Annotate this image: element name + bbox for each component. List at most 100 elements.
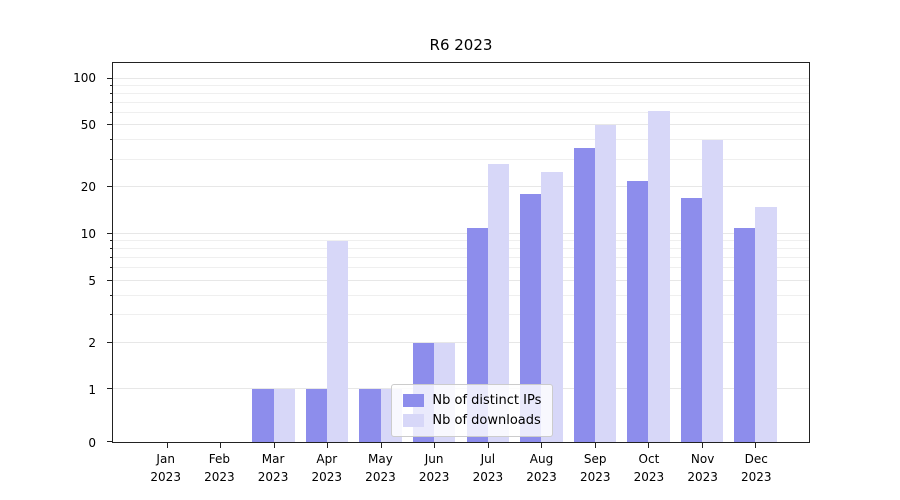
x-tick-label-jan: Jan 2023 [150, 450, 181, 486]
x-label-month-jul: Jul [480, 452, 496, 466]
x-label-month-apr: Apr [316, 452, 338, 466]
x-axis: Jan 2023 Feb 2023 Mar 2023 Apr 2023 May 2023 Jun 20… [112, 450, 810, 490]
y-tick-label-10: 10 [80, 226, 96, 241]
x-tick-mar [273, 442, 275, 448]
x-tick-may [380, 442, 382, 448]
gridline-2 [113, 341, 809, 343]
y-tick-label-50: 50 [80, 117, 96, 132]
x-label-year-jun: 2023 [418, 470, 450, 484]
x-label-year-oct: 2023 [633, 470, 665, 484]
y-tick-100 [107, 77, 113, 79]
x-label-month-aug: Aug [529, 452, 554, 466]
bar-distinct-ips-apr [305, 389, 328, 442]
gridline-minor-7 [113, 257, 809, 258]
gridline-minor-6 [113, 267, 809, 269]
y-tick-5 [107, 279, 113, 281]
x-label-year-nov: 2023 [687, 470, 718, 484]
x-label-month-may: May [368, 452, 393, 466]
plot-area: Nb of distinct IPs Nb of downloads [107, 62, 810, 448]
x-tick-jan [166, 442, 168, 448]
x-label-year-feb: 2023 [204, 470, 235, 484]
x-tick-label-apr: Apr 2023 [311, 450, 342, 486]
bar-distinct-ips-sep [573, 147, 595, 442]
x-tick-sep [594, 442, 596, 448]
legend: Nb of distinct IPs Nb of downloads [391, 384, 554, 437]
y-minor-tick-80 [110, 92, 113, 94]
legend-item-downloads: Nb of downloads [403, 413, 541, 428]
bar-distinct-ips-oct [627, 180, 649, 442]
legend-label-distinct-ips: Nb of distinct IPs [432, 393, 542, 408]
gridline-minor-9 [113, 240, 809, 242]
bar-distinct-ips-may [359, 389, 381, 442]
x-label-year-jan: 2023 [150, 470, 181, 484]
y-minor-tick-4 [110, 294, 113, 296]
x-tick-label-may: May 2023 [365, 450, 396, 486]
bar-downloads-oct [648, 110, 670, 442]
y-minor-tick-70 [110, 101, 113, 103]
y-minor-tick-30 [110, 158, 113, 160]
y-minor-tick-3 [110, 314, 113, 316]
x-label-year-jul: 2023 [472, 470, 504, 484]
y-tick-20 [107, 186, 113, 188]
x-tick-label-sep: Sep 2023 [580, 450, 611, 486]
y-minor-tick-6 [110, 267, 113, 269]
gridline-minor-8 [113, 248, 809, 249]
legend-label-downloads: Nb of downloads [432, 413, 541, 428]
legend-swatch-downloads [403, 414, 425, 427]
y-tick-10 [107, 232, 113, 234]
y-tick-label-100: 100 [73, 70, 96, 85]
y-tick-label-0: 0 [88, 436, 96, 450]
x-label-year-may: 2023 [365, 470, 396, 484]
x-label-month-oct: Oct [638, 452, 660, 466]
y-axis: 0 1 2 5 10 20 50 100 [0, 62, 104, 450]
y-tick-label-20: 20 [80, 179, 96, 194]
legend-item-distinct-ips: Nb of distinct IPs [403, 393, 541, 408]
bar-downloads-jul [487, 164, 509, 442]
x-label-month-mar: Mar [261, 452, 285, 466]
x-tick-jul [487, 442, 489, 448]
bar-downloads-apr [327, 241, 349, 442]
x-tick-jun [434, 442, 436, 448]
bar-distinct-ips-nov [680, 198, 702, 442]
x-tick-feb [220, 442, 222, 448]
y-tick-0 [107, 441, 113, 442]
gridline-minor-70 [113, 101, 809, 103]
bar-distinct-ips-dec [734, 227, 756, 442]
bar-downloads-nov [701, 140, 724, 442]
gridline-50 [113, 124, 809, 126]
y-minor-tick-40 [110, 139, 113, 141]
x-tick-label-oct: Oct 2023 [634, 450, 665, 486]
y-tick-label-1: 1 [88, 383, 96, 398]
x-tick-label-feb: Feb 2023 [204, 450, 235, 486]
y-minor-tick-90 [110, 84, 113, 86]
bar-downloads-sep [594, 125, 617, 442]
x-label-year-mar: 2023 [257, 470, 289, 484]
gridline-10 [113, 232, 809, 234]
x-label-year-apr: 2023 [311, 470, 343, 484]
bar-distinct-ips-aug [520, 194, 542, 442]
chart-title: R6 2023 [429, 36, 493, 54]
x-tick-aug [541, 442, 543, 448]
gridline-5 [113, 279, 809, 281]
x-label-month-dec: Dec [744, 452, 768, 466]
x-label-year-dec: 2023 [741, 470, 772, 484]
gridline-minor-90 [113, 84, 809, 86]
gridline-20 [113, 186, 809, 188]
gridline-minor-4 [113, 294, 809, 296]
x-label-month-sep: Sep [583, 452, 607, 466]
y-minor-tick-8 [110, 248, 113, 249]
gridline-minor-40 [113, 139, 809, 141]
x-label-month-feb: Feb [208, 452, 230, 466]
x-tick-label-mar: Mar 2023 [258, 450, 289, 486]
y-tick-label-2: 2 [88, 336, 96, 351]
x-tick-label-jun: Jun 2023 [419, 450, 450, 486]
x-label-year-aug: 2023 [526, 470, 557, 484]
x-label-month-jun: Jun [424, 452, 444, 466]
x-label-month-nov: Nov [690, 452, 715, 466]
gridline-100 [113, 77, 809, 79]
x-tick-nov [701, 442, 703, 448]
gridline-minor-3 [113, 314, 809, 316]
bar-downloads-aug [541, 172, 563, 442]
y-minor-tick-60 [110, 112, 113, 114]
y-tick-2 [107, 341, 113, 343]
